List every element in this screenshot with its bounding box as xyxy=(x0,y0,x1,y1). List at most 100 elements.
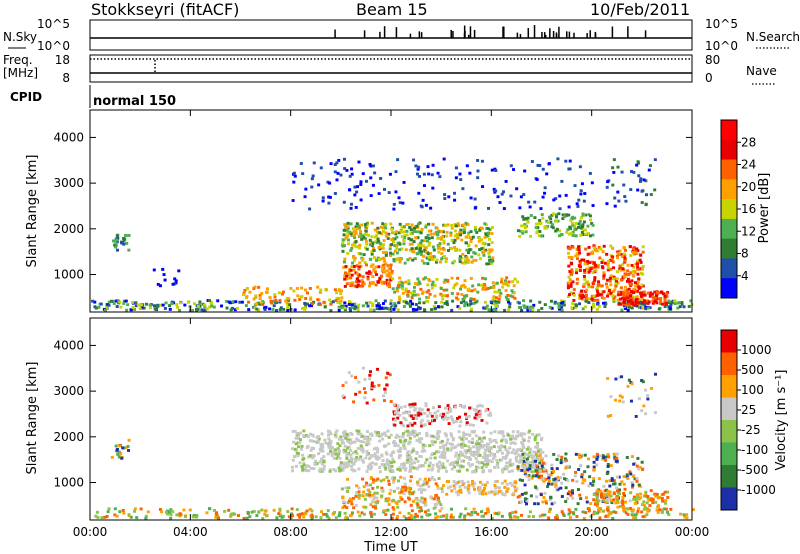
range-cell xyxy=(316,285,320,289)
range-cell xyxy=(392,478,396,482)
range-cell xyxy=(473,429,477,433)
range-cell xyxy=(655,290,659,294)
range-cell xyxy=(361,275,365,279)
range-cell xyxy=(643,293,647,297)
range-cell xyxy=(624,303,628,307)
range-cell xyxy=(366,464,370,468)
range-cell xyxy=(574,222,578,225)
range-cell xyxy=(310,446,314,450)
range-cell xyxy=(372,308,376,312)
range-cell xyxy=(484,492,488,496)
range-cell xyxy=(580,289,584,293)
range-cell xyxy=(550,223,554,227)
range-cell xyxy=(523,169,527,173)
range-cell xyxy=(376,367,380,371)
range-cell xyxy=(665,294,669,298)
range-cell xyxy=(578,251,582,255)
range-cell xyxy=(357,490,361,494)
range-cell xyxy=(462,299,466,303)
range-cell xyxy=(584,294,588,298)
range-cell xyxy=(327,201,331,205)
range-cell xyxy=(451,515,455,519)
range-cell xyxy=(529,305,533,309)
range-cell xyxy=(374,479,378,483)
range-cell xyxy=(309,296,313,300)
range-cell xyxy=(412,229,416,233)
range-cell xyxy=(416,483,420,487)
range-cell xyxy=(556,157,560,161)
range-cell xyxy=(291,469,295,473)
range-cell xyxy=(390,304,394,308)
range-cell xyxy=(343,301,347,305)
range-cell xyxy=(635,295,639,299)
range-cell xyxy=(421,198,425,202)
range-cell xyxy=(489,440,493,444)
range-cell xyxy=(524,230,528,234)
range-cell xyxy=(477,461,481,465)
range-cell xyxy=(404,467,408,471)
range-cell xyxy=(435,258,439,262)
range-cell xyxy=(127,248,131,252)
range-cell xyxy=(517,468,521,472)
range-cell xyxy=(466,449,470,453)
range-cell xyxy=(610,257,614,261)
range-cell xyxy=(319,467,323,471)
range-cell xyxy=(298,461,302,465)
range-cell xyxy=(459,453,463,457)
x-tick-label: 04:00 xyxy=(173,525,208,539)
range-cell xyxy=(555,486,559,489)
range-cell xyxy=(456,493,460,497)
range-cell xyxy=(417,410,421,414)
range-cell xyxy=(463,449,467,453)
range-cell xyxy=(290,465,294,469)
range-cell xyxy=(298,512,302,516)
range-cell xyxy=(523,451,527,455)
range-cell xyxy=(362,485,366,489)
range-cell xyxy=(356,446,360,450)
range-cell xyxy=(438,243,442,247)
range-cell xyxy=(327,195,331,199)
range-cell xyxy=(291,514,295,518)
range-cell xyxy=(354,392,358,396)
range-cell xyxy=(637,497,641,501)
range-cell xyxy=(243,288,247,292)
range-cell xyxy=(359,252,363,256)
range-cell xyxy=(420,437,424,441)
range-cell xyxy=(522,445,526,449)
range-cell xyxy=(476,512,480,516)
range-cell xyxy=(491,256,495,260)
range-cell xyxy=(236,514,240,517)
range-cell xyxy=(401,201,405,205)
range-cell xyxy=(623,248,627,252)
range-cell xyxy=(346,434,350,438)
range-cell xyxy=(339,289,344,293)
range-cell xyxy=(518,206,522,210)
range-cell xyxy=(410,423,414,427)
range-cell xyxy=(363,497,367,501)
range-cell xyxy=(516,466,520,470)
range-cell xyxy=(348,188,352,192)
range-cell xyxy=(179,513,183,517)
range-cell xyxy=(578,296,582,300)
range-cell xyxy=(593,245,597,249)
range-cell xyxy=(564,458,568,462)
range-cell xyxy=(506,284,510,288)
range-cell xyxy=(347,302,351,306)
range-cell xyxy=(336,171,340,175)
range-cell xyxy=(322,512,326,516)
range-cell xyxy=(415,417,419,421)
range-cell xyxy=(406,450,410,454)
range-cell xyxy=(127,449,131,452)
range-cell xyxy=(425,458,429,462)
range-cell xyxy=(635,283,639,287)
range-cell xyxy=(324,512,328,516)
range-cell xyxy=(363,396,367,400)
range-cell xyxy=(624,500,628,504)
range-cell xyxy=(357,429,361,433)
range-cell xyxy=(504,282,508,286)
range-cell xyxy=(324,441,328,445)
range-cell xyxy=(402,476,406,480)
range-cell xyxy=(319,445,323,448)
range-cell xyxy=(312,439,316,443)
range-cell xyxy=(642,299,647,303)
